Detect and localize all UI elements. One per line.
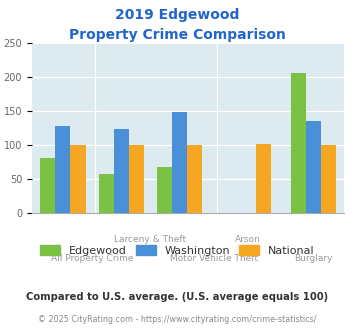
Text: Larceny & Theft: Larceny & Theft xyxy=(114,235,186,244)
Bar xyxy=(129,145,144,213)
Bar xyxy=(187,145,202,213)
Text: Motor Vehicle Theft: Motor Vehicle Theft xyxy=(170,254,258,263)
Bar xyxy=(40,158,55,213)
Bar xyxy=(256,144,271,213)
Text: Arson: Arson xyxy=(235,235,261,244)
Bar xyxy=(70,145,86,213)
Text: Property Crime Comparison: Property Crime Comparison xyxy=(69,28,286,42)
Text: 2019 Edgewood: 2019 Edgewood xyxy=(115,8,240,22)
Bar xyxy=(306,121,321,213)
Bar xyxy=(291,74,306,213)
Bar xyxy=(99,174,114,213)
Bar xyxy=(55,126,70,213)
Bar xyxy=(157,167,172,213)
Bar xyxy=(321,145,336,213)
Text: Compared to U.S. average. (U.S. average equals 100): Compared to U.S. average. (U.S. average … xyxy=(26,292,329,302)
Text: Burglary: Burglary xyxy=(294,254,333,263)
Text: All Property Crime: All Property Crime xyxy=(51,254,133,263)
Bar xyxy=(172,112,187,213)
Legend: Edgewood, Washington, National: Edgewood, Washington, National xyxy=(36,241,319,260)
Bar xyxy=(114,129,129,213)
Text: © 2025 CityRating.com - https://www.cityrating.com/crime-statistics/: © 2025 CityRating.com - https://www.city… xyxy=(38,315,317,324)
